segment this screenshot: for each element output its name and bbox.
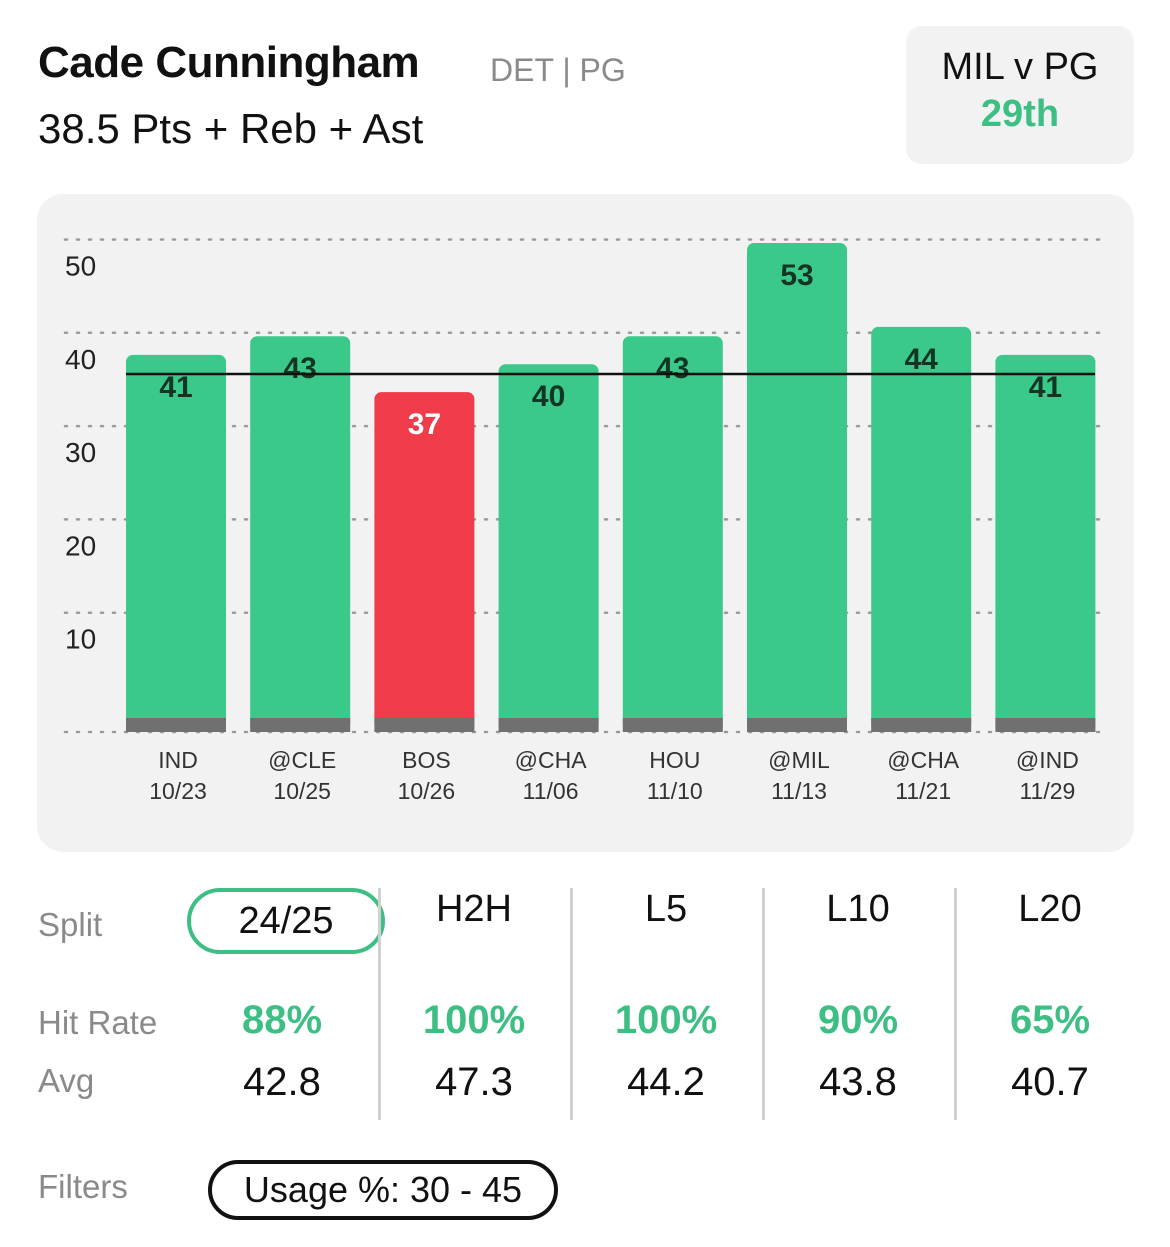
- prop-line: 38.5 Pts + Reb + Ast: [38, 105, 424, 152]
- avg-value: 44.2: [627, 1060, 705, 1104]
- hit-rate-value: 100%: [614, 998, 718, 1042]
- x-category-label: @MIL: [768, 747, 830, 773]
- x-date-label: 11/13: [771, 778, 827, 804]
- split-tab-l20[interactable]: L20: [1018, 888, 1082, 930]
- bar: [747, 243, 847, 732]
- bar: [995, 354, 1096, 732]
- matchup-card[interactable]: MIL v PG 29th: [906, 26, 1134, 164]
- col-divider: [954, 888, 957, 1120]
- bar-chart: 10 20 30 40 50 41 IND 10/23 43 @CLE 10/25 37 BOS 10/2…: [63, 238, 1109, 804]
- bar-value-label: 37: [408, 408, 441, 441]
- matchup-rank: 29th: [980, 93, 1060, 135]
- bar: [498, 364, 599, 732]
- bar: [622, 336, 723, 732]
- x-date-label: 11/29: [1019, 778, 1075, 804]
- filters-label: Filters: [38, 1168, 128, 1205]
- bar-value-label: 40: [532, 380, 565, 413]
- hit-rate-value: 100%: [422, 998, 526, 1042]
- split-row-label: Split: [38, 906, 103, 943]
- bar-value-label: 43: [284, 352, 317, 385]
- x-category-label: @CHA: [515, 747, 588, 773]
- chart-panel: 10 20 30 40 50 41 IND 10/23 43 @CLE 10/25 37 BOS 10/2…: [37, 194, 1134, 852]
- bar-value-label: 44: [905, 343, 939, 376]
- bar-base: [995, 718, 1096, 732]
- x-date-label: 10/23: [149, 778, 207, 804]
- bar-base: [374, 718, 475, 732]
- x-category-label: BOS: [402, 747, 451, 773]
- x-date-label: 11/06: [523, 778, 579, 804]
- split-tab-h2h[interactable]: H2H: [435, 888, 513, 930]
- x-date-label: 11/21: [895, 778, 951, 804]
- matchup-title: MIL v PG: [941, 46, 1099, 88]
- y-tick-label: 20: [65, 530, 96, 561]
- x-category-label: @CHA: [887, 747, 960, 773]
- avg-row-label: Avg: [38, 1062, 95, 1099]
- player-name: Cade Cunningham: [38, 38, 420, 87]
- avg-value: 42.8: [243, 1060, 321, 1104]
- bar-base: [498, 718, 599, 732]
- y-tick-label: 10: [65, 624, 96, 655]
- bar-value-label: 53: [780, 259, 813, 292]
- bar-base: [250, 718, 351, 732]
- hit-rate-value: 88%: [241, 998, 323, 1042]
- col-divider: [570, 888, 573, 1120]
- x-date-label: 11/10: [647, 778, 703, 804]
- hit-rate-value: 65%: [1009, 998, 1091, 1042]
- avg-value: 40.7: [1011, 1060, 1089, 1104]
- avg-value: 43.8: [819, 1060, 897, 1104]
- bar-base: [126, 718, 226, 732]
- bar-base: [747, 718, 847, 732]
- hit-rate-row-label: Hit Rate: [38, 1004, 158, 1041]
- usage-filter-chip[interactable]: Usage %: 30 - 45: [208, 1160, 558, 1220]
- x-date-label: 10/26: [398, 778, 456, 804]
- x-category-label: HOU: [649, 747, 700, 773]
- split-tab-l5[interactable]: L5: [644, 888, 688, 930]
- bar-value-label: 43: [656, 352, 689, 385]
- col-divider: [762, 888, 765, 1120]
- bar: [374, 392, 475, 732]
- col-divider: [378, 888, 381, 1120]
- hit-rate-value: 90%: [817, 998, 899, 1042]
- x-date-label: 10/25: [273, 778, 331, 804]
- team-position: DET | PG: [490, 52, 626, 88]
- bar: [871, 326, 972, 732]
- bar: [250, 336, 351, 732]
- bar: [126, 354, 226, 732]
- bar-value-label: 41: [159, 371, 192, 404]
- split-tab-2425[interactable]: 24/25: [187, 888, 385, 954]
- bar-base: [622, 718, 723, 732]
- y-tick-label: 30: [65, 437, 96, 468]
- bar-base: [871, 718, 972, 732]
- y-tick-label: 50: [65, 251, 96, 282]
- y-tick-label: 40: [65, 344, 96, 375]
- x-category-label: @CLE: [268, 747, 336, 773]
- stats-table: Split Hit Rate Avg 24/25 H2H L5 L10 L20 …: [0, 870, 1170, 1130]
- x-category-label: IND: [158, 747, 198, 773]
- x-category-label: @IND: [1016, 747, 1079, 773]
- split-tab-l10[interactable]: L10: [826, 888, 890, 930]
- avg-value: 47.3: [435, 1060, 513, 1104]
- bar-value-label: 41: [1029, 371, 1062, 404]
